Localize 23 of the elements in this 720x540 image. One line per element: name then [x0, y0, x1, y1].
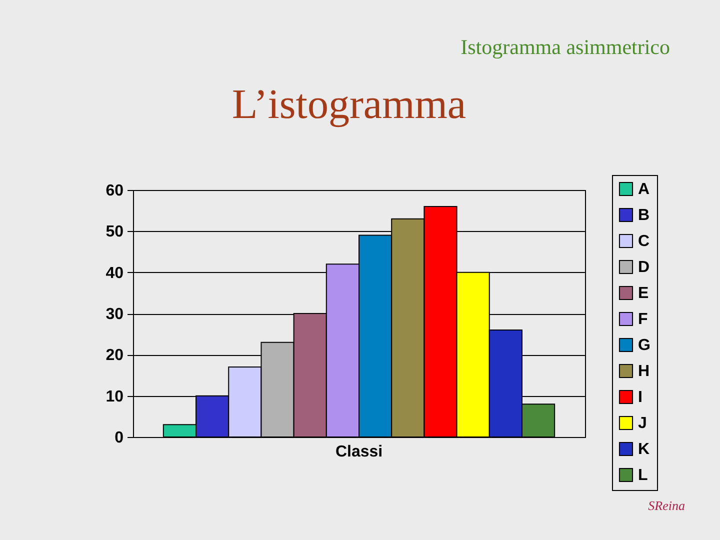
y-tick-label: 20 [106, 347, 124, 364]
legend-label: I [638, 389, 642, 406]
y-tick-label: 30 [106, 306, 124, 323]
legend-label: L [638, 467, 648, 484]
legend-label: K [638, 441, 650, 458]
legend-label: A [638, 181, 650, 198]
legend-label: B [638, 207, 650, 224]
legend-label: H [638, 363, 650, 380]
y-tick-label: 50 [106, 224, 124, 241]
chart-title: L’istogramma [232, 82, 466, 128]
y-tick-label: 10 [106, 388, 124, 406]
legend-label: C [638, 233, 650, 250]
legend-label: E [638, 285, 649, 302]
text: SReina [648, 498, 686, 513]
legend-label: F [638, 311, 648, 328]
legend-label: D [638, 259, 650, 276]
legend-label: J [638, 415, 647, 432]
x-tick-label: Classi [335, 444, 383, 460]
chart-subtitle: Istogramma asimmetrico [460, 35, 670, 59]
legend-label: G [638, 337, 650, 354]
y-tick-label: 0 [114, 430, 124, 446]
y-tick-label: 60 [106, 182, 124, 200]
y-tick-label: 40 [106, 264, 124, 282]
